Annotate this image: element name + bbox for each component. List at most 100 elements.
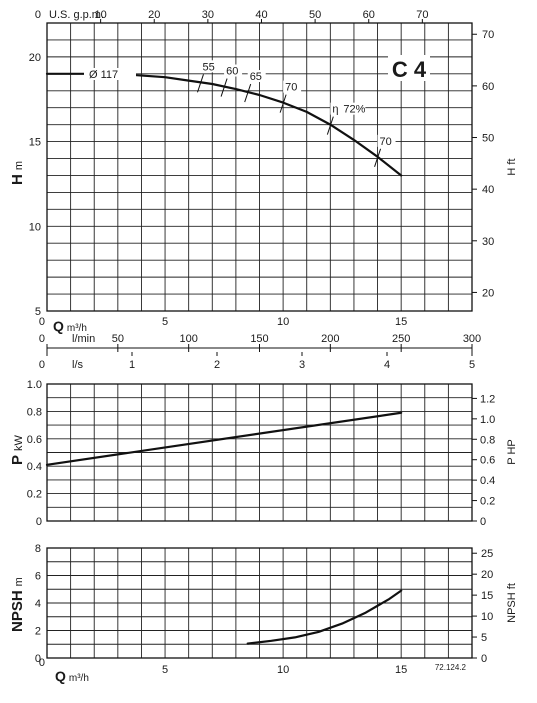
y-right-axis-label: H ft [506, 158, 518, 175]
y-tick-label: 0 [36, 516, 42, 528]
power-curve [45, 411, 403, 466]
y-right-tick-label: 5 [481, 632, 487, 644]
power-axis-label: PkW [9, 434, 26, 465]
efficiency-label-bg [283, 80, 302, 93]
y-tick-label: 0 [35, 653, 41, 665]
y-right-tick-label: 1.2 [480, 393, 495, 405]
y-tick-label: 4 [35, 598, 41, 610]
efficiency-mark [220, 78, 228, 97]
y-axis-label: Hm [9, 161, 26, 185]
efficiency-label-bg [377, 134, 396, 147]
y-tick-label: 1.0 [27, 379, 42, 391]
y-right-tick-label: 25 [481, 548, 493, 560]
efficiency-label-bg [224, 64, 243, 77]
y-tick-label: 6 [35, 571, 41, 583]
y-tick-label: 8 [35, 543, 41, 555]
efficiency-label: 60 [226, 66, 238, 78]
power-right-axis-label: P HP [506, 439, 518, 464]
y-right-tick-label: 0 [481, 653, 487, 665]
gpm-tick-label: 40 [255, 9, 267, 21]
gpm-tick-label: 20 [148, 9, 160, 21]
y-right-tick-label: 0.2 [480, 496, 495, 508]
x-tick-label: 10 [277, 316, 289, 328]
ls-tick-label: 5 [469, 359, 475, 371]
impeller-label-bg [84, 68, 136, 80]
ls-tick-label: 4 [384, 359, 390, 371]
lmin-tick-label: 0 [39, 333, 45, 345]
y-tick-label: 0.4 [27, 461, 42, 473]
y-tick-label: 20 [29, 52, 41, 64]
efficiency-label-bg [330, 102, 366, 115]
efficiency-mark [244, 83, 252, 103]
gpm-tick-label: 60 [363, 9, 375, 21]
y-right-tick-label: 30 [482, 236, 494, 248]
efficiency-label-bg [247, 70, 266, 83]
efficiency-label-bg [200, 60, 219, 73]
lmin-tick-label: 300 [463, 333, 481, 345]
y-right-tick-label: 15 [481, 590, 493, 602]
y-tick-label: 0.2 [27, 489, 42, 501]
y-right-tick-label: 70 [482, 29, 494, 41]
y-tick-label: 2 [35, 626, 41, 638]
lmin-tick-label: 200 [321, 333, 339, 345]
ls-tick-label: 2 [214, 359, 220, 371]
efficiency-mark [374, 148, 382, 167]
npsh-curve [246, 589, 403, 645]
npsh-right-axis-label: NPSH ft [506, 583, 518, 623]
gpm-axis-label: U.S. g.p.m. [49, 9, 104, 21]
y-right-tick-label: 0.4 [480, 475, 495, 487]
gpm-tick-label: 30 [202, 9, 214, 21]
ls-axis-label: l/s [72, 359, 84, 371]
npsh-plot-frame [46, 547, 473, 659]
power-plot-frame [46, 383, 473, 522]
gpm-tick-label: 10 [94, 9, 106, 21]
ls-tick-label: 3 [299, 359, 305, 371]
x-tick-label: 0 [39, 316, 45, 328]
npsh-axis-label: NPSHm [9, 577, 26, 632]
y-right-tick-label: 40 [482, 184, 494, 196]
y-right-tick-label: 0.6 [480, 455, 495, 467]
model-label-bg [388, 55, 430, 81]
efficiency-label: 65 [250, 71, 262, 83]
y-tick-label: 10 [29, 221, 41, 233]
efficiency-label: 70 [285, 82, 297, 94]
lmin-axis-label: l/min [72, 333, 95, 345]
gpm-tick-label: 0 [35, 9, 41, 21]
power-grid [47, 383, 472, 521]
x-tick-label: 0 [39, 657, 45, 669]
ls-tick-label: 1 [129, 359, 135, 371]
y-right-tick-label: 0.8 [480, 434, 495, 446]
x-tick-label: 5 [162, 316, 168, 328]
efficiency-mark [279, 94, 287, 113]
figure-code: 72.124.2 [435, 663, 467, 672]
efficiency-label: 70 [380, 136, 392, 148]
gpm-tick-label: 70 [416, 9, 428, 21]
ls-tick-label: 0 [39, 359, 45, 371]
x-tick-label: 5 [162, 664, 168, 676]
y-tick-label: 5 [35, 306, 41, 318]
efficiency-mark [196, 74, 204, 93]
lmin-tick-label: 250 [392, 333, 410, 345]
y-right-tick-label: 60 [482, 81, 494, 93]
y-right-tick-label: 1.0 [480, 414, 495, 426]
impeller-label: Ø 117 [89, 69, 118, 81]
y-right-tick-label: 50 [482, 133, 494, 145]
head-plot-frame [46, 22, 473, 312]
lmin-tick-label: 50 [112, 333, 124, 345]
npsh-grid [47, 548, 472, 658]
y-right-tick-label: 20 [482, 287, 494, 299]
efficiency-label: 72% [343, 104, 365, 116]
x-tick-label: 15 [395, 316, 407, 328]
lmin-tick-label: 150 [250, 333, 268, 345]
y-tick-label: 0.6 [27, 434, 42, 446]
y-right-tick-label: 10 [481, 611, 493, 623]
efficiency-label: 55 [202, 61, 214, 73]
y-right-tick-label: 0 [480, 516, 486, 528]
x-tick-label: 10 [277, 664, 289, 676]
y-tick-label: 15 [29, 137, 41, 149]
y-tick-label: 0.8 [27, 406, 42, 418]
gpm-tick-label: 50 [309, 9, 321, 21]
